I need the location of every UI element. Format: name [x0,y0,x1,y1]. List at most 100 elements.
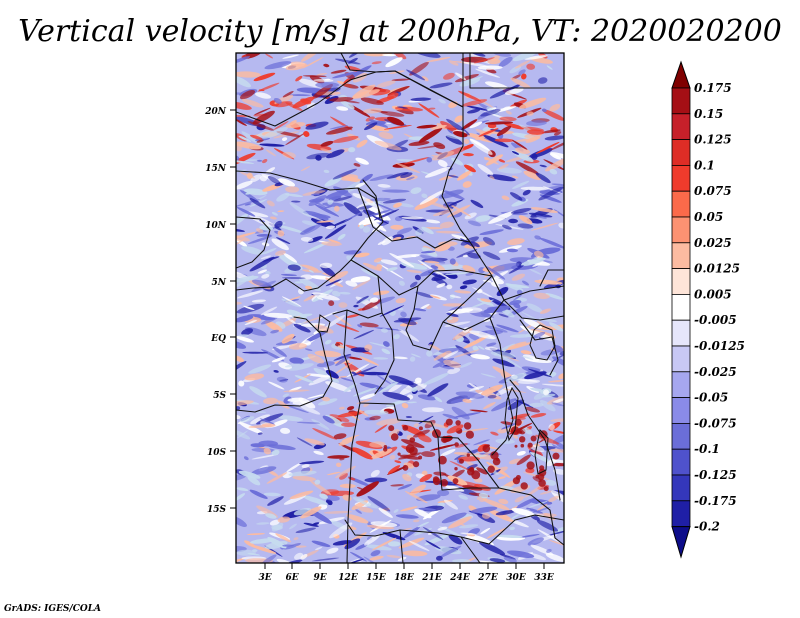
field-streak [371,448,393,459]
field-spot [515,475,521,480]
field-streak [518,215,533,225]
colorbar-band [671,345,691,373]
field-streak [495,509,516,516]
field-streak [429,295,441,299]
field-streak [513,434,518,439]
field-streak [413,519,420,523]
field-streak [533,292,550,299]
field-streak [386,171,409,179]
lake-outline [504,386,519,442]
field-streak [521,73,527,80]
field-streak [254,107,271,116]
colorbar-label: -0.125 [694,468,737,482]
field-streak [340,100,355,110]
field-streak [306,152,330,160]
field-streak [271,357,286,363]
boundary-line [236,170,384,292]
field-streak [343,383,358,393]
boundary-line [346,402,361,563]
field-streak [352,279,371,290]
field-streak [327,490,355,497]
field-streak [324,176,342,187]
field-streak [442,350,459,359]
boundary-line [460,536,481,563]
field-spot [402,425,409,431]
field-streak [530,413,547,418]
field-spot [440,479,449,487]
field-streak [547,380,564,383]
lon-label: 3E [258,573,271,583]
field-streak [301,220,317,226]
field-streak [511,273,526,281]
field-streak [503,106,512,110]
field-streak [382,53,397,57]
field-streak [400,506,418,512]
field-streak [335,354,352,366]
field-spot [466,453,470,457]
lon-label: 33E [534,573,554,583]
field-streak [337,345,345,349]
field-streak [400,439,425,449]
field-streak [381,189,410,193]
field-streak [263,492,281,497]
field-streak [483,134,509,148]
field-streak [546,458,557,467]
field-streak [236,101,252,110]
field-streak [371,61,382,65]
field-streak [381,348,391,355]
field-streak [274,220,283,229]
field-streak [254,92,272,99]
field-streak [343,202,363,217]
field-streak [357,324,363,328]
field-streak [247,533,265,536]
field-streak [358,213,386,226]
field-streak [385,57,403,68]
field-streak [251,466,277,475]
field-streak [250,538,275,544]
field-streak [396,227,413,235]
field-spot [539,465,545,471]
field-streak [392,236,402,241]
field-streak [308,373,335,386]
field-streak [421,226,434,235]
field-streak [458,90,482,102]
field-streak [282,393,290,398]
field-streak [535,172,551,184]
field-streak [480,109,501,117]
field-streak [443,499,459,510]
country-boundaries [236,53,564,563]
field-streak [519,533,540,538]
field-streak [247,211,269,218]
field-streak [300,320,307,325]
field-streak [411,387,418,392]
field-streak [430,265,439,269]
field-streak [236,207,256,217]
field-streak [243,456,249,461]
field-streak [448,534,463,545]
field-streak [444,272,470,275]
field-streak [267,496,284,506]
field-streak [389,454,396,460]
field-streak [505,372,527,383]
boundary-line [539,269,564,287]
field-streak [308,269,314,273]
field-streak [462,254,469,258]
field-streak [333,353,352,361]
field-streak [511,175,519,179]
field-spot [390,433,399,441]
field-streak [353,329,375,340]
field-streak [263,312,293,319]
field-streak [321,396,330,402]
field-streak [262,247,277,255]
field-streak [529,444,545,453]
field-streak [298,404,321,415]
field-streak [283,253,298,263]
field-streak [329,522,353,539]
field-streak [341,422,356,428]
colorbar-band [671,319,691,347]
field-streak [265,513,277,519]
field-streak [551,183,564,187]
field-spot [454,467,458,471]
field-streak [356,139,368,148]
field-streak [401,216,424,220]
